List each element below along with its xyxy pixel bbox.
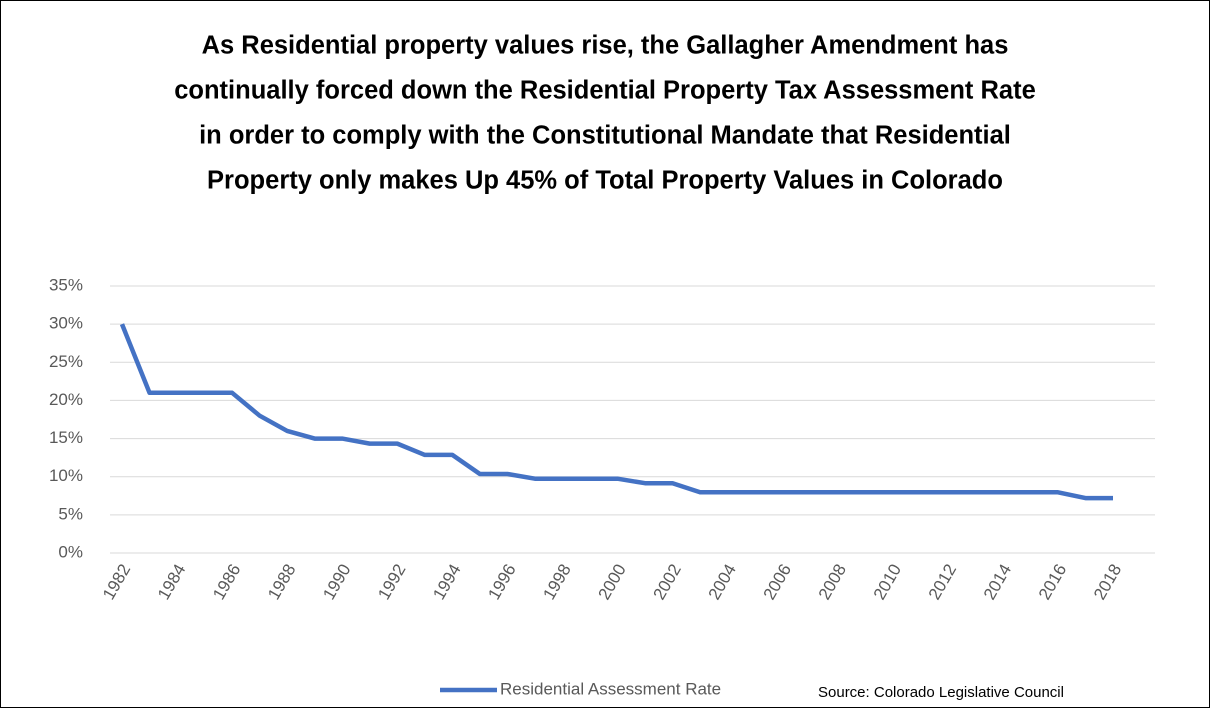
chart-title: continually forced down the Residential …: [174, 77, 1036, 105]
y-tick-label: 25%: [49, 352, 83, 371]
y-tick-label: 0%: [58, 542, 83, 561]
chart-title: Property only makes Up 45% of Total Prop…: [207, 167, 1003, 195]
y-tick-label: 20%: [49, 390, 83, 409]
y-tick-label: 5%: [58, 504, 83, 523]
legend-label: Residential Assessment Rate: [500, 679, 721, 698]
y-tick-label: 15%: [49, 428, 83, 447]
y-tick-label: 10%: [49, 466, 83, 485]
chart-title: As Residential property values rise, the…: [202, 32, 1009, 60]
source-note: Source: Colorado Legislative Council: [818, 684, 1064, 701]
chart-title: in order to comply with the Constitution…: [199, 122, 1011, 150]
data-line: [119, 323, 1113, 501]
y-tick-label: 30%: [49, 314, 83, 333]
y-tick-label: 35%: [49, 275, 83, 294]
